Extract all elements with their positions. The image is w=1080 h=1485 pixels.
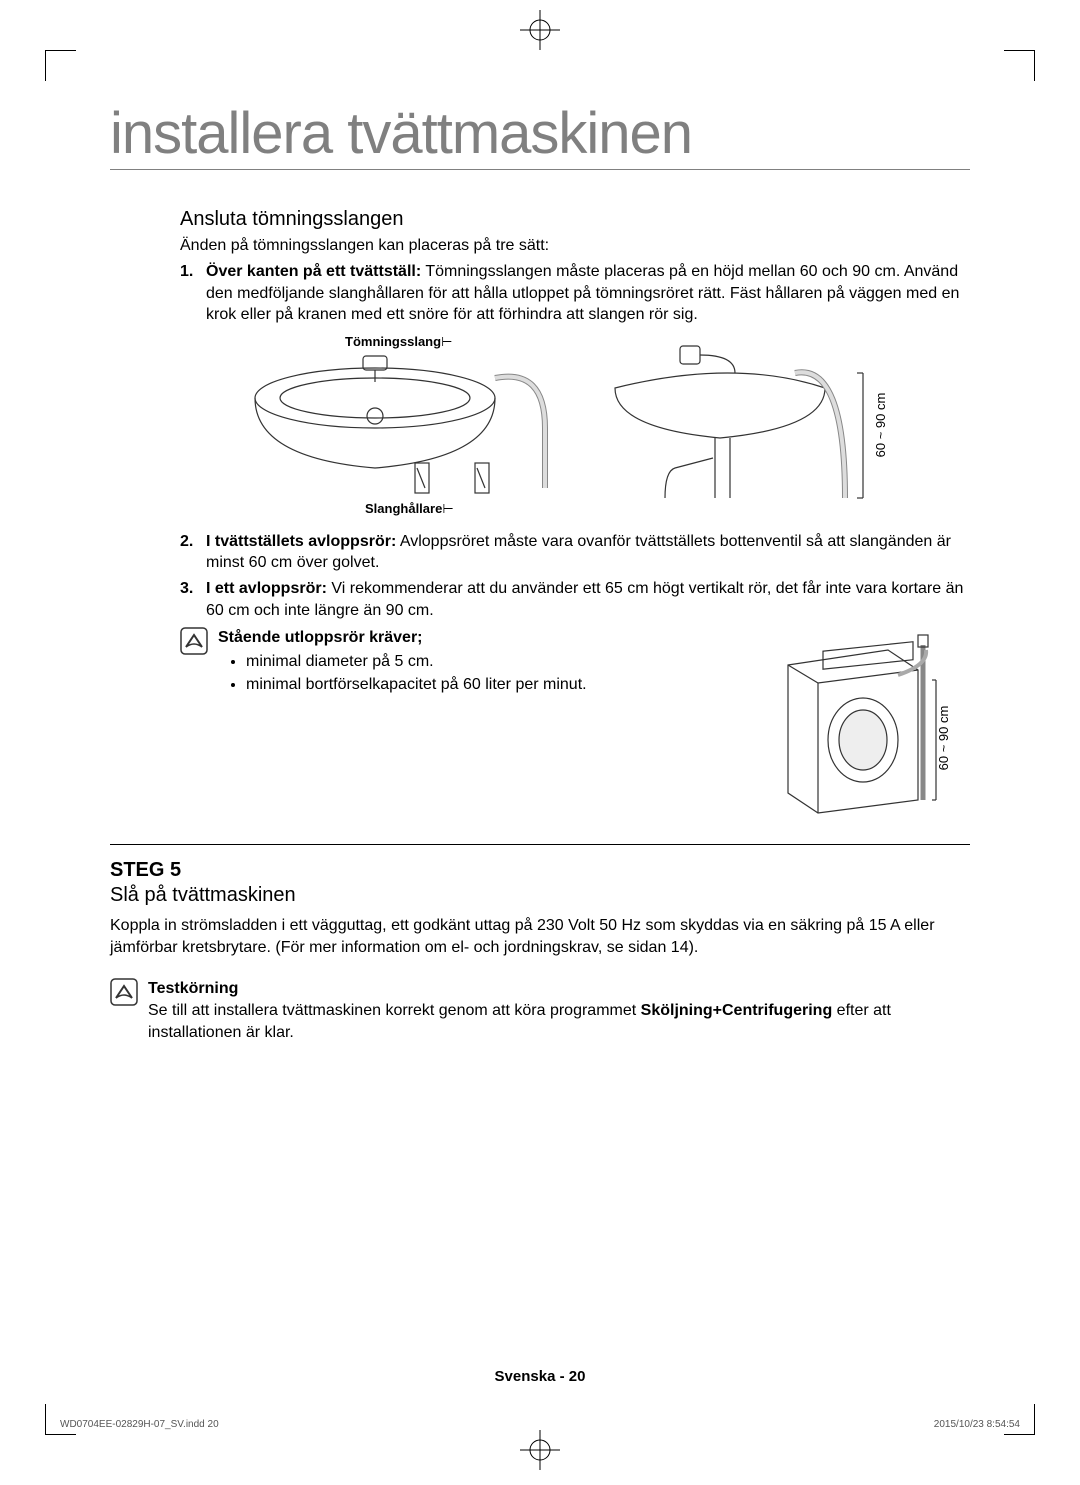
list-number: 3.	[180, 578, 206, 621]
note-title: Testkörning	[148, 978, 970, 1000]
height-label-2: 60 ~ 90 cm	[936, 706, 951, 771]
height-label-1: 60 ~ 90 cm	[873, 393, 888, 458]
list-item: 2. I tvättställets avloppsrör: Avloppsrö…	[180, 531, 970, 574]
list-number: 2.	[180, 531, 206, 574]
step-body: Koppla in strömsladden i ett vägguttag, …	[110, 915, 970, 958]
footer-filename: WD0704EE-02829H-07_SV.indd 20	[60, 1419, 219, 1430]
note-standpipe: Stående utloppsrör kräver; minimal diame…	[180, 627, 748, 698]
note-text: Se till att installera tvättmaskinen kor…	[148, 1000, 970, 1043]
diagram-washer: 60 ~ 90 cm	[768, 625, 970, 820]
divider	[110, 844, 970, 845]
section-heading: Ansluta tömningsslangen	[180, 208, 970, 231]
label-hose: Tömningsslang⊢	[345, 334, 452, 350]
note-icon	[110, 978, 138, 1011]
list-lead: Över kanten på ett tvättställ:	[206, 263, 421, 280]
diagram-row-1: Tömningsslang⊢	[180, 338, 970, 513]
footer-page: Svenska - 20	[0, 1368, 1080, 1385]
step-5-section: STEG 5 Slå på tvättmaskinen Koppla in st…	[110, 859, 970, 1043]
section-intro: Änden på tömningsslangen kan placeras på…	[180, 237, 970, 255]
footer-timestamp: 2015/10/23 8:54:54	[934, 1419, 1020, 1430]
note-icon	[180, 627, 208, 660]
diagram-basin-side: 60 ~ 90 cm	[595, 338, 905, 513]
list-number: 1.	[180, 261, 206, 326]
list-lead: I tvättställets avloppsrör:	[206, 533, 396, 550]
registration-mark-bottom	[520, 1430, 560, 1475]
note-bullet: minimal diameter på 5 cm.	[246, 651, 587, 673]
label-guide: Slanghållare⊢	[365, 501, 454, 517]
note-title: Stående utloppsrör kräver;	[218, 627, 587, 649]
crop-mark	[1004, 50, 1035, 81]
note-testrun: Testkörning Se till att installera tvätt…	[110, 978, 970, 1043]
registration-mark-top	[520, 10, 560, 55]
list-lead: I ett avloppsrör:	[206, 580, 327, 597]
list-body: Över kanten på ett tvättställ: Tömningss…	[206, 261, 970, 326]
note-bullet: minimal bortförselkapacitet på 60 liter …	[246, 674, 587, 696]
step-title: Slå på tvättmaskinen	[110, 884, 970, 907]
list-body: I ett avloppsrör: Vi rekommenderar att d…	[206, 578, 970, 621]
list-body: I tvättställets avloppsrör: Avloppsröret…	[206, 531, 970, 574]
page-title: installera tvättmaskinen	[110, 100, 970, 170]
list-item: 1. Över kanten på ett tvättställ: Tömnin…	[180, 261, 970, 326]
list-item: 3. I ett avloppsrör: Vi rekommenderar at…	[180, 578, 970, 621]
crop-mark	[45, 50, 76, 81]
diagram-basin-front: Tömningsslang⊢	[245, 338, 555, 513]
step-label: STEG 5	[110, 859, 970, 882]
